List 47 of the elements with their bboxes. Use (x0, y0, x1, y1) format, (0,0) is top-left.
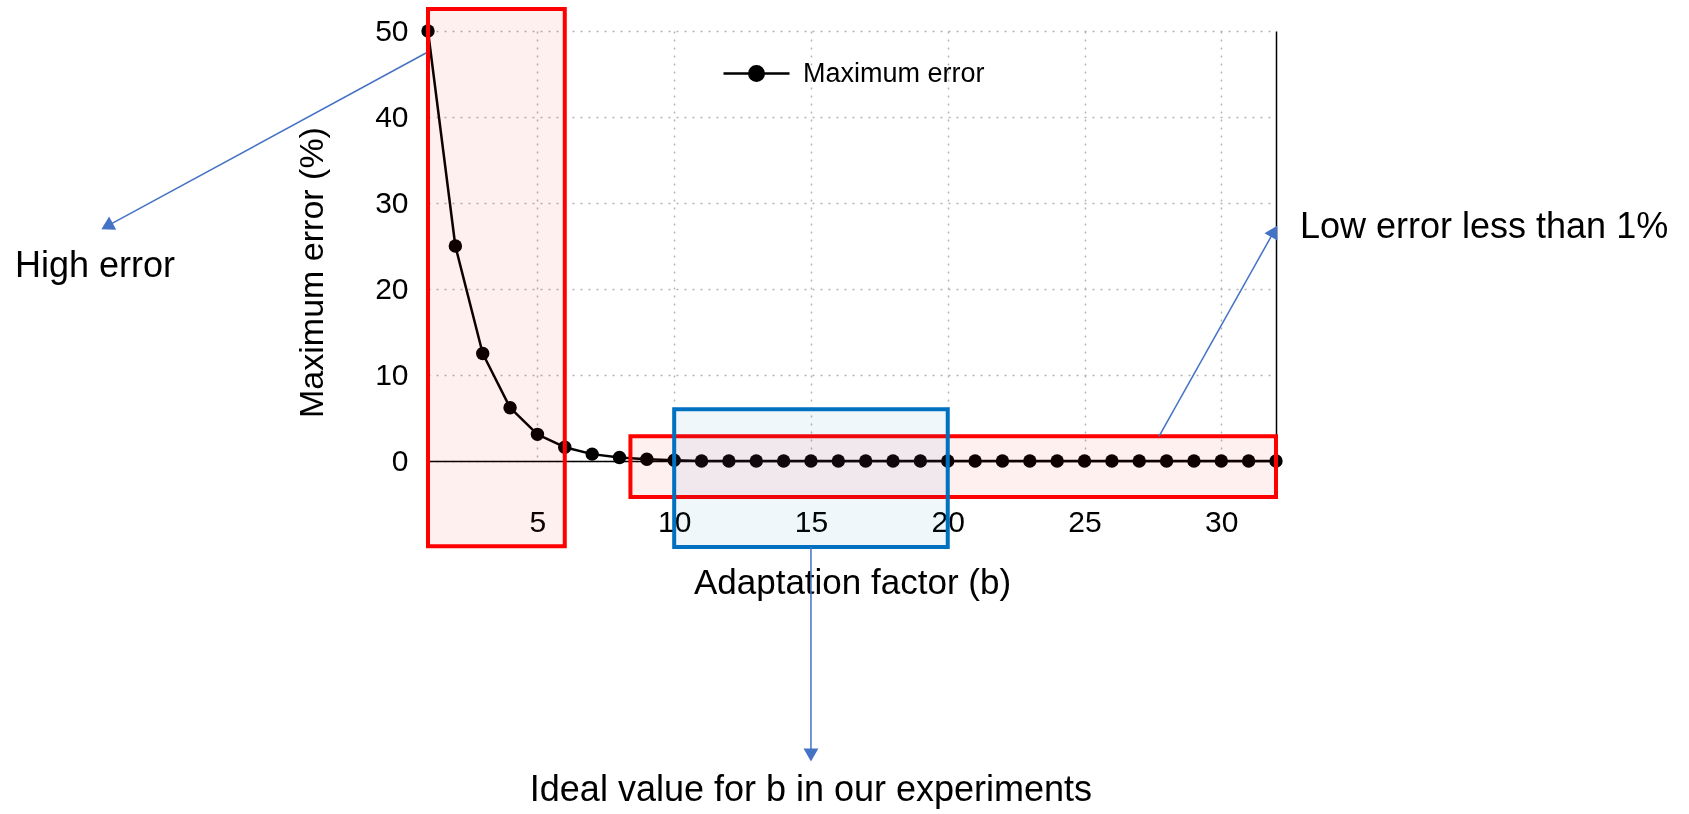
legend-label: Maximum error (803, 57, 985, 88)
y-tick-label: 40 (375, 99, 409, 133)
point (722, 454, 736, 468)
point (612, 450, 627, 465)
y-tick-label: 50 (375, 13, 409, 47)
y-tick-label: 20 (375, 271, 409, 305)
point (585, 447, 599, 461)
point (995, 454, 1010, 468)
y-tick-label: 0 (391, 443, 409, 477)
y-tick-label: 30 (375, 185, 409, 219)
point (1105, 454, 1119, 468)
point (1132, 454, 1146, 468)
point (831, 454, 846, 468)
x-tick-label: 30 (1205, 504, 1239, 538)
point (1187, 454, 1201, 468)
band-label: High error (15, 244, 176, 285)
point (448, 239, 463, 253)
point (749, 454, 763, 468)
point (421, 24, 435, 38)
point (694, 454, 709, 468)
point (1269, 454, 1283, 468)
point (667, 453, 681, 467)
point (503, 400, 517, 415)
point (1241, 454, 1256, 468)
band-label: Low error less than 1% (1300, 205, 1669, 247)
band-label: Ideal value for b in our experiments (529, 768, 1093, 809)
point (1159, 454, 1174, 468)
point (968, 454, 982, 468)
y-axis-title: Maximum error (%) (292, 127, 331, 418)
point (558, 440, 572, 454)
point (886, 454, 900, 468)
point (941, 454, 955, 468)
point (1077, 454, 1092, 468)
point (913, 454, 928, 468)
point (476, 346, 490, 361)
point (1023, 454, 1037, 468)
point (530, 427, 545, 442)
point (1050, 454, 1064, 468)
point (858, 454, 873, 468)
x-tick-label: 25 (1068, 504, 1102, 538)
x-tick-label: 5 (529, 504, 547, 538)
point (1214, 454, 1228, 468)
y-tick-label: 10 (375, 357, 409, 391)
point (640, 452, 654, 466)
point (804, 454, 818, 468)
point (776, 454, 791, 468)
x-tick-label: 15 (794, 504, 829, 538)
